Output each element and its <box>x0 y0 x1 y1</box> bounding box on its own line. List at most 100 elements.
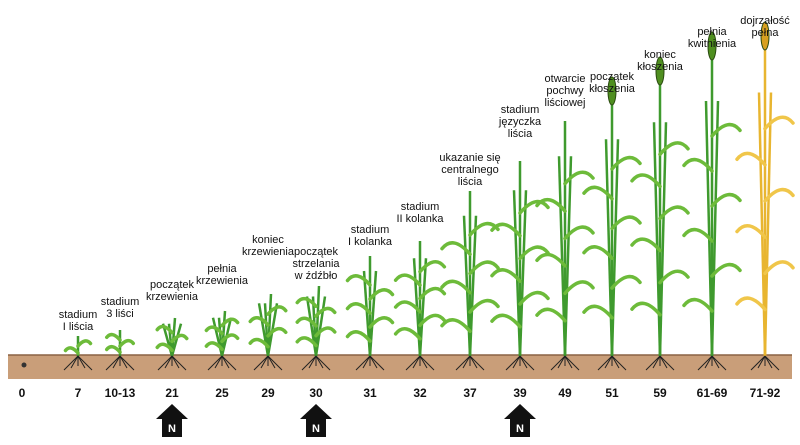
stage-label: liścia <box>508 128 533 140</box>
stage-code: 51 <box>605 386 619 400</box>
stage-label: krzewienia <box>242 246 295 258</box>
root <box>362 355 371 369</box>
root <box>171 355 180 369</box>
leaf <box>314 306 337 318</box>
root <box>315 355 324 369</box>
leaf <box>582 245 614 260</box>
root <box>505 355 521 371</box>
leaf <box>658 205 690 221</box>
stage-label: krzewienia <box>196 275 249 287</box>
root <box>455 355 471 371</box>
stage-label: kłoszenia <box>637 61 684 73</box>
ear <box>607 76 617 106</box>
root <box>221 355 237 371</box>
root <box>369 355 385 371</box>
stage-label: dojrzałość <box>740 15 790 27</box>
root <box>119 355 128 369</box>
root <box>462 355 471 369</box>
plant <box>204 310 240 371</box>
stage-code: 7 <box>75 386 82 400</box>
root <box>70 355 79 369</box>
stage-label: II kolanka <box>396 213 444 225</box>
leaf <box>490 313 522 329</box>
leaf <box>345 302 372 315</box>
stem <box>368 270 378 357</box>
root <box>711 355 720 369</box>
leaf <box>582 185 614 201</box>
stage-label: stadium <box>501 104 540 116</box>
leaf <box>535 307 567 323</box>
leaf <box>440 279 472 295</box>
stage-code: 37 <box>463 386 477 400</box>
stage-label: centralnego <box>441 164 499 176</box>
leaf <box>440 318 472 333</box>
n-arrow <box>504 404 536 437</box>
root <box>301 355 317 371</box>
leaf <box>204 341 224 351</box>
root <box>469 355 478 369</box>
soil <box>8 355 792 379</box>
root <box>604 355 613 369</box>
stage-label: początek <box>294 246 339 258</box>
stage-label: I liścia <box>63 321 94 333</box>
ear <box>707 31 717 61</box>
root <box>611 355 620 369</box>
stage-code: 59 <box>653 386 667 400</box>
stage-code: 71-92 <box>750 386 781 400</box>
root <box>260 355 269 369</box>
root <box>63 355 79 371</box>
root <box>77 355 86 369</box>
root <box>564 355 573 369</box>
leaf <box>345 330 372 343</box>
stage-label: języczka <box>498 116 542 128</box>
root <box>164 355 173 369</box>
root <box>214 355 223 369</box>
root <box>711 355 727 371</box>
stage-label: krzewienia <box>146 291 199 303</box>
leaf <box>610 215 642 231</box>
leaf <box>658 141 690 157</box>
stem <box>314 296 327 357</box>
leaf <box>393 273 422 287</box>
leaf <box>710 262 742 278</box>
leaf <box>345 274 372 287</box>
root <box>764 355 780 371</box>
plant <box>682 31 742 371</box>
leaf <box>418 260 447 274</box>
leaf <box>518 290 550 306</box>
leaf <box>314 326 337 338</box>
stage-label: pochwy <box>546 85 584 97</box>
stage-label: w źdźbło <box>294 270 338 282</box>
root <box>105 355 121 371</box>
leaf <box>630 301 662 317</box>
root <box>221 355 230 369</box>
stage-label: stadium <box>101 296 140 308</box>
leaf <box>170 333 189 344</box>
leaf <box>735 296 767 312</box>
root <box>757 355 766 369</box>
root <box>412 355 421 369</box>
root <box>557 355 566 369</box>
leaf <box>295 336 318 348</box>
leaf <box>418 313 447 328</box>
root <box>267 355 283 371</box>
root <box>697 355 713 371</box>
leaf <box>393 327 422 341</box>
n-arrow <box>300 404 332 437</box>
leaf <box>630 237 662 253</box>
root <box>750 355 766 371</box>
stage-label: I kolanka <box>348 236 393 248</box>
leaf <box>368 316 395 329</box>
root <box>659 355 675 371</box>
seed <box>21 362 27 368</box>
leaf <box>735 224 767 239</box>
plant <box>630 56 690 371</box>
plant <box>63 336 93 371</box>
stage-label: kłoszenia <box>589 83 636 95</box>
root <box>112 355 121 369</box>
stage-code: 61-69 <box>697 386 728 400</box>
root <box>611 355 627 371</box>
leaf <box>248 316 270 327</box>
leaf <box>368 288 395 301</box>
root <box>419 355 435 371</box>
